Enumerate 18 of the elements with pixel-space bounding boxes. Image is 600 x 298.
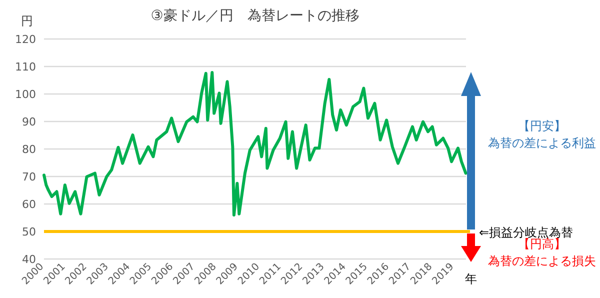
y-axis-title: 円: [21, 14, 33, 28]
y-tick-label: 70: [22, 170, 36, 184]
y-tick-label: 50: [22, 226, 36, 238]
y-tick-label: 60: [22, 198, 36, 211]
text: 為替の差による利益: [488, 136, 596, 150]
y-tick-label: 120: [15, 33, 36, 46]
text: 【円高】: [518, 237, 566, 251]
y-tick-label: 110: [15, 60, 36, 74]
text: 為替の差による損失: [488, 254, 596, 268]
line-series: [42, 71, 468, 216]
y-tick-label: 90: [22, 116, 36, 128]
x-axis-title: 年: [465, 272, 477, 286]
text: 【円安】: [518, 119, 566, 133]
chart-title: ③豪ドル／円 為替レートの推移: [150, 8, 360, 24]
ref-line-label: ⇐損益分岐点為替: [479, 226, 574, 240]
y-tick-label: 80: [22, 143, 36, 156]
y-tick-label: 40: [22, 253, 36, 266]
y-tick-label: 100: [15, 88, 36, 101]
